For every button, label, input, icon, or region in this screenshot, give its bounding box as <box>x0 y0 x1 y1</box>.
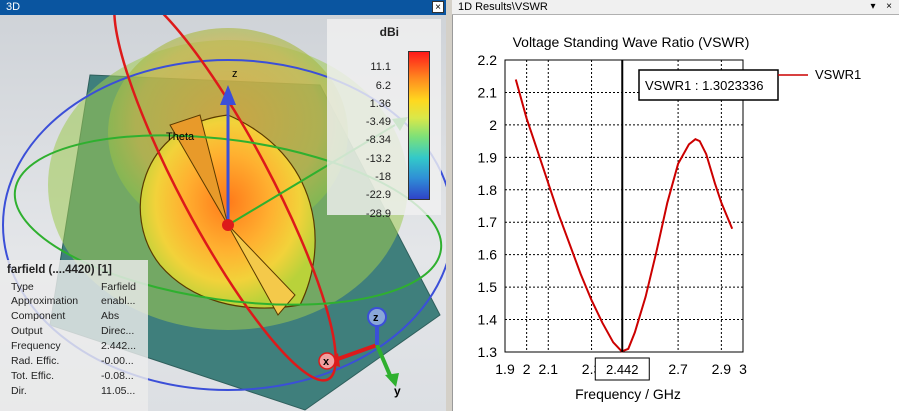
origin-marker <box>222 219 234 231</box>
row-value: Direc... <box>101 325 135 337</box>
x-tick-label: 3 <box>739 361 747 377</box>
x-tick-label: 2.1 <box>539 361 559 377</box>
y-tick-label: 1.5 <box>478 279 498 295</box>
vswr-chart[interactable]: Voltage Standing Wave Ratio (VSWR) 1.31.… <box>453 15 899 411</box>
colorbar-tick: 1.36 <box>369 98 391 110</box>
colorbar-unit: dBi <box>379 25 399 39</box>
x-tick-label: 2.7 <box>668 361 688 377</box>
row-key: Component <box>11 310 66 322</box>
colorbar-tick: 11.1 <box>370 61 391 73</box>
pin-dropdown-icon[interactable]: ▾ <box>870 1 876 12</box>
farfield-row: Type Farfield <box>11 281 143 294</box>
y-tick-label: 2.1 <box>478 84 498 100</box>
colorbar-tick: -18 <box>375 171 391 183</box>
x-tick-label: 2.9 <box>712 361 732 377</box>
row-key: Tot. Effic. <box>11 370 54 382</box>
chart-title: Voltage Standing Wave Ratio (VSWR) <box>513 34 750 50</box>
y-tick-label: 1.9 <box>478 149 498 165</box>
tick-labels-layer: 1.31.41.51.61.71.81.922.12.21.9 2 2.1 2.3 2.… <box>478 52 748 377</box>
gizmo-y-label: y <box>394 384 401 398</box>
colorbar-tick: 6.2 <box>375 80 391 92</box>
z-axis-arrow <box>220 85 236 105</box>
x-tick-label: 2 <box>523 361 531 377</box>
plot-frame <box>504 59 744 353</box>
vswr-result-window: 1D Results\VSWR ▾ × Voltage Standing Wav… <box>452 0 899 411</box>
y-tick-label: 2.2 <box>478 52 498 68</box>
farfield-row: Output Direc... <box>11 325 143 338</box>
theta-circle <box>113 15 337 382</box>
farfield-row: Rad. Effic. -0.00... <box>11 355 143 368</box>
cursor-value-label: 2.442 <box>606 362 639 377</box>
row-key: Approximation <box>11 295 79 307</box>
row-key: Frequency <box>11 340 61 352</box>
x-tick-label: 1.9 <box>495 361 515 377</box>
gizmo-x-label: x <box>323 356 330 368</box>
row-key: Rad. Effic. <box>11 355 60 367</box>
window-title-vswr[interactable]: 1D Results\VSWR ▾ × <box>452 0 899 15</box>
colorbar-tick: -13.2 <box>365 153 391 165</box>
marker-label: VSWR1 : 1.3023336 <box>645 78 764 93</box>
row-key: Output <box>11 325 43 337</box>
orientation-gizmo[interactable]: z x y <box>318 307 401 398</box>
green-circle <box>13 134 443 306</box>
close-3d-button[interactable]: × <box>432 1 444 13</box>
gizmo-z-label: z <box>373 312 379 324</box>
vswr-curve[interactable] <box>514 79 734 353</box>
y-tick-label: 1.4 <box>478 312 498 328</box>
window-title-label: 3D <box>6 1 21 13</box>
window-title-3d[interactable]: 3D × <box>0 0 446 15</box>
farfield-info-panel: farfield (....4420) [1] Type Farfield App… <box>0 260 148 411</box>
cursor-value-box[interactable] <box>594 357 650 381</box>
row-value: 11.05... <box>101 385 136 397</box>
row-value: -0.00... <box>101 355 134 367</box>
farfield-3d-window: 3D × <box>0 0 446 411</box>
farfield-row: Frequency 2.442... <box>11 340 143 353</box>
pattern-wedge-left <box>169 114 229 226</box>
row-value: -0.08... <box>101 370 134 382</box>
farfield-3d-viewport[interactable]: z Theta z x y dBi 11.1 <box>0 15 446 411</box>
phi-circle <box>2 59 446 391</box>
x-axis-label: Frequency / GHz <box>575 386 681 402</box>
y-tick-label: 2 <box>489 117 497 133</box>
z-axis-label: z <box>232 68 238 80</box>
colorbar-legend: dBi 11.1 6.2 1.36 -3.49 -8.34 -13.2 -18 … <box>327 19 441 220</box>
row-key: Type <box>11 281 34 293</box>
y-tick-label: 1.6 <box>478 247 498 263</box>
colorbar-tick: -28.9 <box>365 208 391 220</box>
y-tick-label: 1.8 <box>478 182 498 198</box>
y-tick-label: 1.7 <box>478 214 498 230</box>
marker-box[interactable] <box>638 69 779 101</box>
row-key: Dir. <box>11 385 27 397</box>
grid-layer <box>504 59 744 353</box>
colorbar-tick: -22.9 <box>365 189 391 201</box>
vswr-chart-area[interactable]: Voltage Standing Wave Ratio (VSWR) 1.3 1.… <box>452 15 899 411</box>
row-value: Abs <box>101 310 120 322</box>
row-value: enabl... <box>101 295 136 307</box>
farfield-row: Approximation enabl... <box>11 295 143 308</box>
close-vswr-button[interactable]: × <box>886 1 892 12</box>
farfield-row: Component Abs <box>11 310 143 323</box>
row-value: 2.442... <box>101 340 137 352</box>
window-title-label: 1D Results\VSWR <box>458 1 548 13</box>
theta-label: Theta <box>166 131 195 143</box>
row-value: Farfield <box>101 281 137 293</box>
farfield-title: farfield (....4420) [1] <box>7 264 112 276</box>
colorbar-gradient <box>408 51 430 200</box>
colorbar-tick: -3.49 <box>365 116 391 128</box>
legend-series-label: VSWR1 <box>815 67 861 82</box>
colorbar-tick: -8.34 <box>365 134 391 146</box>
y-tick-label: 1.3 <box>478 344 498 360</box>
farfield-row: Tot. Effic. -0.08... <box>11 370 143 383</box>
farfield-row: Dir. 11.05... <box>11 385 143 398</box>
